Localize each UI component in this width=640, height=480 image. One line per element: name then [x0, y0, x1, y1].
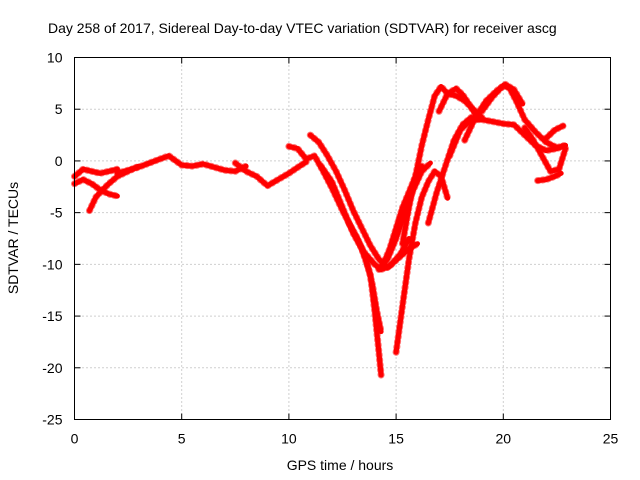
axis-ticks: 0 5 10 15 20 25 -25 -20 -15 -10 -5 0 5 10 — [42, 50, 618, 447]
x-tick-label: 25 — [603, 431, 619, 447]
x-tick-label: 0 — [71, 431, 79, 447]
x-tick-label: 20 — [496, 431, 512, 447]
y-tick-label: -5 — [50, 205, 63, 221]
series-track-9-markers — [345, 219, 385, 336]
y-tick-label: 5 — [55, 101, 63, 117]
data-series — [71, 80, 569, 379]
y-tick-label: -20 — [42, 360, 62, 376]
x-axis-label: GPS time / hours — [287, 457, 394, 473]
y-tick-label: 0 — [55, 153, 63, 169]
series-track-18-markers — [461, 80, 527, 144]
grid — [74, 57, 611, 420]
y-tick-label: -15 — [42, 308, 62, 324]
series-track-1-markers — [71, 165, 121, 180]
series-track-4-markers — [113, 152, 250, 177]
plot-frame — [74, 57, 611, 420]
y-tick-label: 10 — [47, 50, 63, 66]
series-track-16-markers — [446, 116, 569, 160]
y-tick-label: -10 — [42, 256, 62, 272]
y-tick-label: -25 — [42, 412, 62, 428]
y-axis-label: SDTVAR / TECUs — [5, 182, 21, 294]
x-tick-label: 15 — [388, 431, 404, 447]
x-tick-label: 5 — [178, 431, 186, 447]
series-track-5-markers — [231, 158, 310, 190]
series-track-19-markers — [521, 124, 569, 175]
series-track-20-markers — [534, 169, 565, 185]
series-track-21-markers — [542, 122, 567, 142]
series-track-15-markers — [435, 85, 479, 118]
x-tick-label: 10 — [281, 431, 297, 447]
chart-title: Day 258 of 2017, Sidereal Day-to-day VTE… — [48, 20, 557, 36]
series-track-7-markers — [306, 131, 421, 271]
series-track-2-markers — [71, 176, 121, 200]
